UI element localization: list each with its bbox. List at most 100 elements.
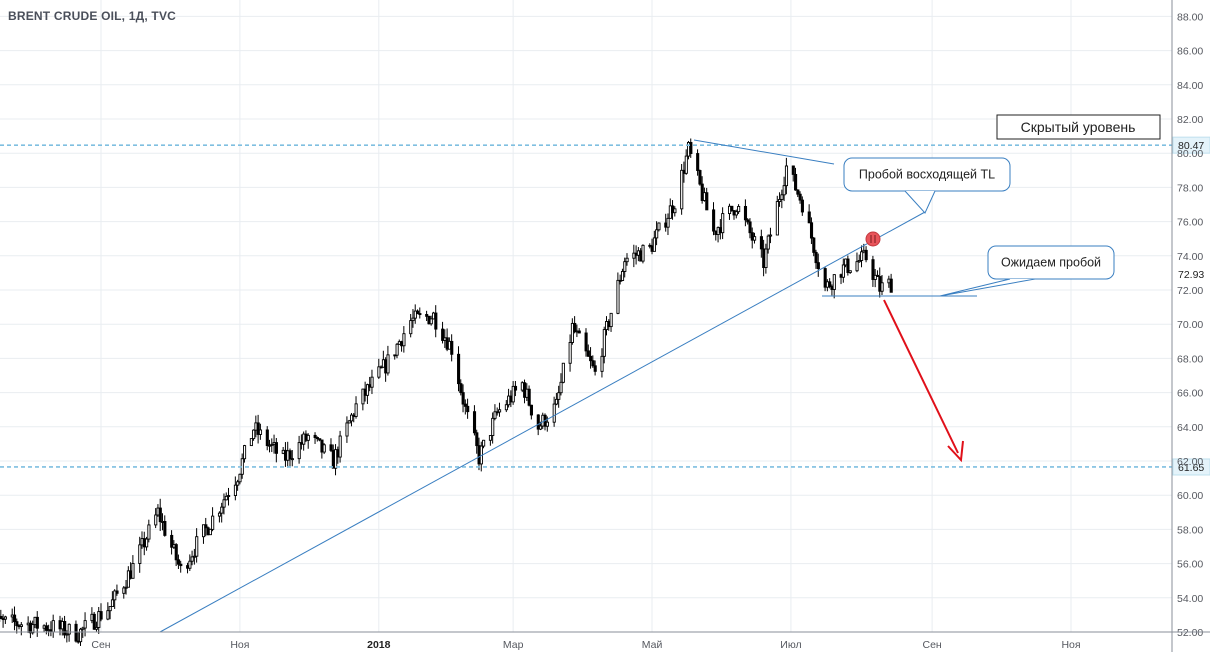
candle-body xyxy=(51,620,55,633)
y-tick-label: 60.00 xyxy=(1177,490,1203,502)
candle-body xyxy=(425,314,429,317)
candle-body xyxy=(766,235,770,250)
y-tick-label: 88.00 xyxy=(1177,11,1203,23)
candle-body xyxy=(823,268,827,288)
expect-callout-label: Ожидаем пробой xyxy=(1001,256,1101,270)
candle-body xyxy=(195,536,199,557)
candle-body xyxy=(746,219,750,223)
candle-body xyxy=(35,616,39,629)
x-tick-label: Май xyxy=(642,639,663,651)
candle-body xyxy=(288,450,292,460)
candle-body xyxy=(370,376,374,388)
candle-body xyxy=(696,153,700,171)
candle-body xyxy=(864,249,868,261)
x-tick-label: Сен xyxy=(91,639,110,651)
candle-body xyxy=(504,404,508,411)
candle-body xyxy=(855,261,859,272)
x-tick-label: Ноя xyxy=(230,639,249,651)
y-tick-label: 80.00 xyxy=(1177,148,1203,160)
candlestick-series xyxy=(0,138,893,646)
candle-body xyxy=(876,274,880,277)
candle-body xyxy=(529,404,534,416)
candle-body xyxy=(848,270,852,273)
y-tick-label: 72.00 xyxy=(1177,285,1203,297)
candle-body xyxy=(466,405,470,413)
x-tick-label: 2018 xyxy=(367,639,391,651)
candle-body xyxy=(798,193,802,201)
candle-body xyxy=(775,201,779,236)
candle-body xyxy=(536,414,540,430)
candle-body xyxy=(759,236,763,250)
candle-body xyxy=(698,170,702,185)
candle-body xyxy=(236,481,240,486)
candle-body xyxy=(79,628,83,643)
y-tick-label: 70.00 xyxy=(1177,319,1203,331)
candle-body xyxy=(202,524,206,538)
candle-body xyxy=(409,320,413,335)
candle-body xyxy=(784,165,789,187)
candle-body xyxy=(620,271,625,281)
candle-body xyxy=(249,438,253,447)
candle-body xyxy=(270,443,274,446)
price-label: 61.65 xyxy=(1178,462,1204,474)
candle-body xyxy=(188,560,192,569)
candle-body xyxy=(705,192,709,211)
candle-body xyxy=(809,222,814,239)
x-tick-label: Сен xyxy=(922,639,941,651)
candle-body xyxy=(297,442,301,460)
y-tick-label: 66.00 xyxy=(1177,388,1203,400)
candle-body xyxy=(15,621,19,627)
candle-body xyxy=(318,438,322,441)
candle-body xyxy=(31,624,35,634)
candle-body xyxy=(434,312,438,330)
candle-body xyxy=(498,409,502,413)
price-label: 72.93 xyxy=(1178,269,1204,281)
candle-body xyxy=(673,208,677,214)
candle-body xyxy=(778,198,782,203)
candle-body xyxy=(730,205,734,212)
candle-body xyxy=(0,615,3,620)
candle-body xyxy=(527,388,531,406)
candle-body xyxy=(828,281,832,287)
candle-body xyxy=(513,385,518,391)
candle-body xyxy=(329,444,333,451)
candle-body xyxy=(63,621,67,636)
y-tick-label: 74.00 xyxy=(1177,251,1203,263)
candle-body xyxy=(413,310,417,319)
candle-body xyxy=(290,458,294,461)
candle-body xyxy=(780,194,784,200)
candle-body xyxy=(138,544,142,564)
candle-body xyxy=(306,434,310,441)
candle-body xyxy=(147,524,151,540)
candle-body xyxy=(126,570,130,588)
candle-body xyxy=(441,328,445,341)
candle-body xyxy=(734,211,738,216)
price-label-box xyxy=(1172,136,1210,154)
candle-body xyxy=(179,563,183,567)
candle-body xyxy=(545,421,549,427)
candle-body xyxy=(418,313,422,315)
candle-body xyxy=(365,384,370,396)
candle-body xyxy=(689,142,693,154)
candle-body xyxy=(233,484,237,496)
candle-body xyxy=(488,435,493,441)
x-tick-label: Ноя xyxy=(1061,639,1080,651)
breakout-marker xyxy=(865,231,881,247)
candle-body xyxy=(81,627,85,630)
y-tick-label: 58.00 xyxy=(1177,524,1203,536)
candle-body xyxy=(315,437,319,440)
candle-body xyxy=(3,616,8,620)
y-tick-label: 78.00 xyxy=(1177,182,1203,194)
candle-body xyxy=(322,444,326,453)
x-tick-label: Мар xyxy=(503,639,524,651)
candle-body xyxy=(211,515,215,530)
candle-body xyxy=(67,623,71,635)
candle-body xyxy=(94,627,99,630)
y-tick-label: 82.00 xyxy=(1177,114,1203,126)
candle-body xyxy=(880,282,884,292)
down-arrow-shaft xyxy=(883,299,959,454)
candle-body xyxy=(170,534,174,548)
candle-body xyxy=(416,310,420,314)
candle-body xyxy=(106,610,110,620)
